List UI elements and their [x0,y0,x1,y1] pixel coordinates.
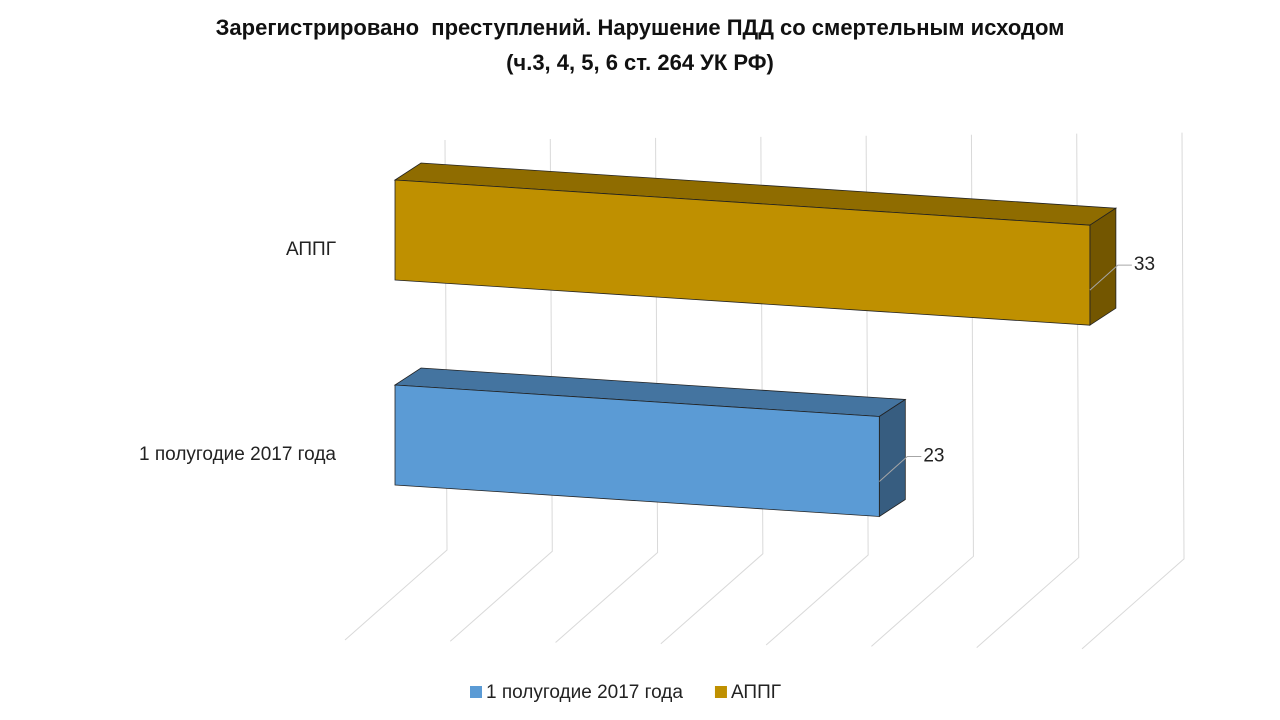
bar-end [1089,207,1117,326]
legend-label: 1 полугодие 2017 года [486,682,683,703]
bar [393,367,907,518]
chart-subtitle: (ч.3, 4, 5, 6 ст. 264 УК РФ) [506,50,774,75]
data-label: 33 [1134,254,1155,275]
bar-front [394,384,880,517]
chart-title: Зарегистрировано преступлений. Нарушение… [216,15,1065,40]
bar [393,162,1118,326]
data-label: 23 [923,445,944,466]
grid-line [1081,132,1185,650]
leader-line [878,455,922,482]
bar-end [878,398,906,518]
legend-swatch [714,686,727,698]
y-tick-label: АППГ [286,239,336,260]
bar-front [394,179,1091,326]
legend-swatch [470,686,482,698]
y-tick-label: 1 полугодие 2017 года [139,444,336,465]
leader-line [1089,264,1132,291]
legend-label: АППГ [731,682,781,703]
